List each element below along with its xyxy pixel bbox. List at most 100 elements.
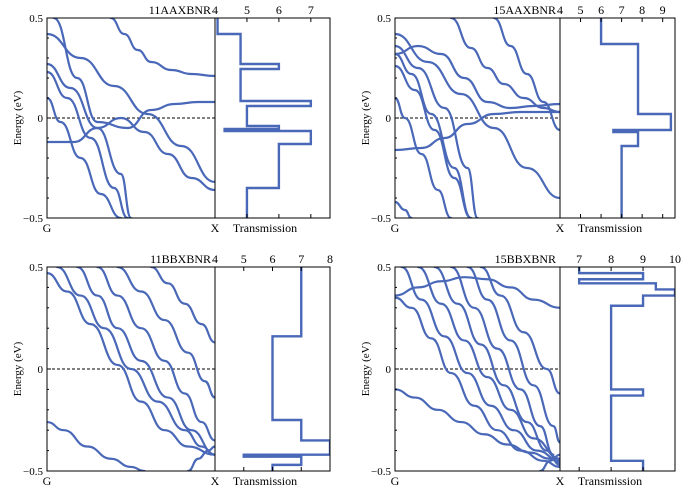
transmission-tick-label: 5 <box>244 3 250 17</box>
transmission-tick-label: 7 <box>576 252 582 266</box>
transmission-axis-label: Transmission <box>578 221 642 235</box>
band-line-6 <box>150 267 215 344</box>
transmission-tick-label: 7 <box>619 3 625 17</box>
y-tick-label: 0.5 <box>377 262 391 274</box>
band-line-3 <box>47 116 215 192</box>
y-tick-label: 0.5 <box>377 13 391 25</box>
band-line-3 <box>400 267 560 462</box>
band-curves <box>47 267 215 471</box>
band-panel-3: 0.5 0 −0.5 Energy (eV) 11BBXBNR G X 4 5 6 7 8 Transm… <box>12 252 333 488</box>
band-line-9 <box>492 18 560 132</box>
band-line-6 <box>47 96 123 218</box>
panel-title: 15BBXBNR <box>495 252 556 266</box>
y-tick-label: 0 <box>38 113 44 125</box>
band-line-1 <box>395 32 560 200</box>
transmission-step-line <box>599 18 673 218</box>
transmission-tick-label: 10 <box>669 252 681 266</box>
band-curves <box>47 18 215 218</box>
band-line-2 <box>395 44 560 110</box>
y-axis-label: Energy (eV) <box>12 341 24 396</box>
y-axis-label: Energy (eV) <box>360 341 372 396</box>
transmission-tick-label: 7 <box>308 3 314 17</box>
x-label-x-point: X <box>211 474 220 488</box>
y-axis-label: Energy (eV) <box>12 90 24 145</box>
band-line-2 <box>55 267 215 456</box>
band-line-5 <box>116 267 215 399</box>
band-line-9 <box>395 388 560 464</box>
transmission-step-line <box>577 267 675 471</box>
transmission-tick-label: 7 <box>298 252 304 266</box>
band-panel-1: 0.5 0 −0.5 Energy (eV) 11AAXBNR G X 4 5 6 7 Transmi… <box>12 3 331 235</box>
band-curves <box>395 18 560 218</box>
band-line-5 <box>47 70 129 218</box>
y-tick-label: 0 <box>386 364 392 376</box>
y-tick-label: 0 <box>38 364 44 376</box>
band-line-4 <box>47 62 133 218</box>
transmission-axis-label: Transmission <box>233 221 297 235</box>
transmission-tick-label: 9 <box>640 252 646 266</box>
y-tick-label: −0.5 <box>23 466 43 478</box>
transmission-curve <box>242 267 330 471</box>
transmission-curve <box>599 18 673 218</box>
y-tick-label: −0.5 <box>23 213 43 225</box>
x-label-x-point: X <box>556 221 565 235</box>
x-label-gamma: G <box>391 474 400 488</box>
transmission-tick-label: 8 <box>639 3 645 17</box>
band-panel-4: 0.5 0 −0.5 Energy (eV) 15BBXBNR G X 7 8 9 10 Transm… <box>360 252 681 488</box>
y-tick-label: −0.5 <box>371 466 391 478</box>
band-line-5 <box>395 52 472 218</box>
band-line-7 <box>47 420 146 471</box>
y-axis-label: Energy (eV) <box>360 90 372 145</box>
transmission-step-line <box>216 18 313 218</box>
x-label-gamma: G <box>43 474 52 488</box>
x-label-gamma: G <box>391 221 400 235</box>
band-line-6 <box>450 267 555 456</box>
transmission-axes-frame <box>559 266 676 472</box>
band-line-2 <box>52 18 215 130</box>
band-line-4 <box>395 44 479 218</box>
band-line-8 <box>479 267 560 395</box>
transmission-tick-label: 5 <box>578 3 584 17</box>
transmission-tick-label: 4 <box>212 3 218 17</box>
band-line-4 <box>96 267 215 442</box>
transmission-tick-label: 4 <box>557 3 563 17</box>
transmission-tick-label: 4 <box>212 252 218 266</box>
band-line-1 <box>47 32 215 184</box>
band-line-10 <box>395 200 413 218</box>
panel-title: 11BBXBNR <box>150 252 211 266</box>
transmission-tick-label: 5 <box>241 252 247 266</box>
transmission-tick-label: 6 <box>598 3 604 17</box>
x-label-gamma: G <box>43 221 52 235</box>
band-line-7 <box>109 18 215 78</box>
x-label-x-point: X <box>211 221 220 235</box>
band-line-6 <box>395 64 472 218</box>
transmission-curve <box>577 267 675 471</box>
transmission-axes-frame <box>214 17 331 219</box>
band-line-10 <box>539 453 560 471</box>
band-line-2 <box>395 296 560 469</box>
band-line-1 <box>47 272 215 456</box>
transmission-axes-frame <box>559 17 676 219</box>
transmission-tick-label: 9 <box>660 3 666 17</box>
transmission-curve <box>216 18 313 218</box>
band-curves <box>395 267 560 471</box>
transmission-tick-label: 6 <box>276 3 282 17</box>
transmission-tick-label: 6 <box>270 252 276 266</box>
band-line-7 <box>395 96 453 218</box>
band-line-7 <box>466 267 560 444</box>
y-tick-label: −0.5 <box>371 213 391 225</box>
panel-title: 15AAXBNR <box>493 3 556 17</box>
transmission-step-line <box>242 267 330 471</box>
x-label-x-point: X <box>556 474 565 488</box>
band-line-5 <box>433 267 560 466</box>
band-line-4 <box>417 267 560 460</box>
band-line-8 <box>187 445 215 471</box>
y-tick-label: 0.5 <box>29 13 43 25</box>
band-line-3 <box>76 267 215 456</box>
transmission-axis-label: Transmission <box>233 474 297 488</box>
y-tick-label: 0 <box>386 113 392 125</box>
transmission-axis-label: Transmission <box>578 474 642 488</box>
transmission-tick-label: 8 <box>327 252 333 266</box>
band-line-8 <box>450 18 560 114</box>
